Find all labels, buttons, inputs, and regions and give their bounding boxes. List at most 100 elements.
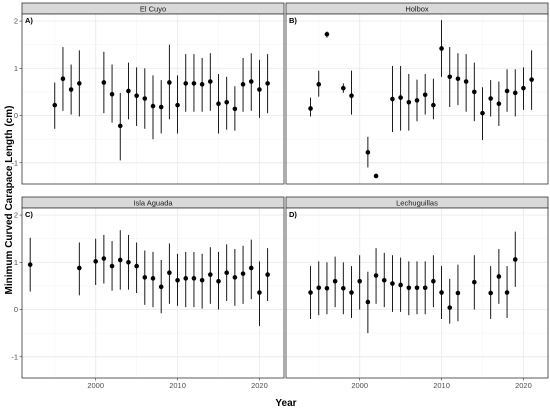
panel-tag: D) <box>289 210 297 219</box>
data-point <box>158 284 164 290</box>
data-point <box>117 123 123 129</box>
panel-border <box>285 13 549 185</box>
data-point <box>257 87 262 92</box>
data-point <box>248 265 254 271</box>
data-point <box>93 259 98 264</box>
panel-tag: B) <box>289 16 297 25</box>
x-axis-title: Year <box>275 398 296 409</box>
data-point <box>232 275 238 280</box>
y-tick-label: 2 <box>14 211 18 220</box>
panels-layer: El Cuyo A) -1 0 1 2 Holbox B) Isla Aguada C) -1 0 1 2… <box>11 2 549 390</box>
data-point <box>126 88 131 94</box>
data-point <box>199 82 205 87</box>
data-point <box>150 103 156 109</box>
y-tick-label: 2 <box>14 17 18 26</box>
data-point <box>381 277 387 283</box>
data-point <box>365 150 371 155</box>
data-point <box>414 98 420 103</box>
x-tick-label: 2000 <box>351 381 368 390</box>
y-tick-label: 1 <box>14 258 18 267</box>
x-tick-label: 2000 <box>87 381 104 390</box>
data-point <box>480 110 485 116</box>
data-point <box>521 85 526 91</box>
facet-panel: Lechuguillas D) 2000 2010 2020 <box>285 196 549 390</box>
data-point <box>183 81 189 86</box>
data-point <box>455 76 461 81</box>
data-point <box>496 101 502 107</box>
panel-border <box>21 13 285 185</box>
data-point <box>373 273 379 278</box>
data-point <box>224 270 229 275</box>
data-point <box>208 272 213 277</box>
data-point <box>357 278 362 284</box>
data-point <box>431 102 436 108</box>
facet-strip-title: Lechuguillas <box>396 198 438 207</box>
data-point <box>101 80 107 85</box>
y-tick-label: -1 <box>11 352 18 361</box>
data-point <box>216 101 221 107</box>
data-point <box>183 276 189 281</box>
data-point <box>308 290 313 295</box>
data-point <box>158 104 164 110</box>
data-point <box>341 85 346 91</box>
data-point <box>373 173 379 179</box>
data-point <box>257 290 262 295</box>
data-point <box>455 290 461 296</box>
panel-border <box>285 207 549 379</box>
data-point <box>488 96 493 101</box>
data-point <box>341 285 346 291</box>
data-point <box>447 74 453 80</box>
panel-tag: C) <box>25 210 33 219</box>
data-point <box>324 285 330 291</box>
data-point <box>332 278 338 284</box>
data-point <box>240 82 246 87</box>
data-point <box>447 305 453 310</box>
data-point <box>142 275 148 280</box>
data-point <box>134 93 139 98</box>
facet-panel: Isla Aguada C) -1 0 1 2 2000 2010 2020 <box>11 196 285 390</box>
data-point <box>77 81 82 86</box>
data-point <box>68 87 74 92</box>
data-point <box>308 106 313 111</box>
data-point <box>422 285 428 291</box>
data-point <box>265 81 270 86</box>
y-tick-label: 1 <box>14 64 18 73</box>
data-point <box>504 290 510 295</box>
data-point <box>422 92 428 98</box>
data-point <box>365 299 371 305</box>
data-point <box>265 272 270 277</box>
data-point <box>512 257 518 262</box>
data-point <box>439 46 444 51</box>
data-point <box>175 277 180 283</box>
data-point <box>109 263 115 269</box>
data-point <box>398 95 403 100</box>
facet-strip-title: Holbox <box>405 4 429 13</box>
data-point <box>316 82 322 87</box>
x-tick-label: 2010 <box>433 381 450 390</box>
data-point <box>77 265 82 271</box>
data-point <box>472 279 477 285</box>
data-point <box>167 80 172 85</box>
panel-tag: A) <box>25 16 33 25</box>
data-point <box>390 96 395 102</box>
data-point <box>150 276 156 281</box>
data-point <box>316 285 322 291</box>
facet-panel: El Cuyo A) -1 0 1 2 <box>11 2 285 185</box>
facet-strip-title: Isla Aguada <box>133 198 173 207</box>
data-point <box>126 260 131 265</box>
data-point <box>224 100 229 105</box>
data-point <box>248 79 254 84</box>
data-point <box>134 263 139 269</box>
data-point <box>463 79 469 84</box>
panel-border <box>21 207 285 379</box>
data-point <box>199 277 205 283</box>
data-point <box>431 278 436 284</box>
data-point <box>101 256 107 261</box>
data-point <box>496 274 502 279</box>
data-point <box>472 89 477 95</box>
y-tick-label: -1 <box>11 158 18 167</box>
data-point <box>191 276 197 281</box>
data-point <box>406 285 412 291</box>
